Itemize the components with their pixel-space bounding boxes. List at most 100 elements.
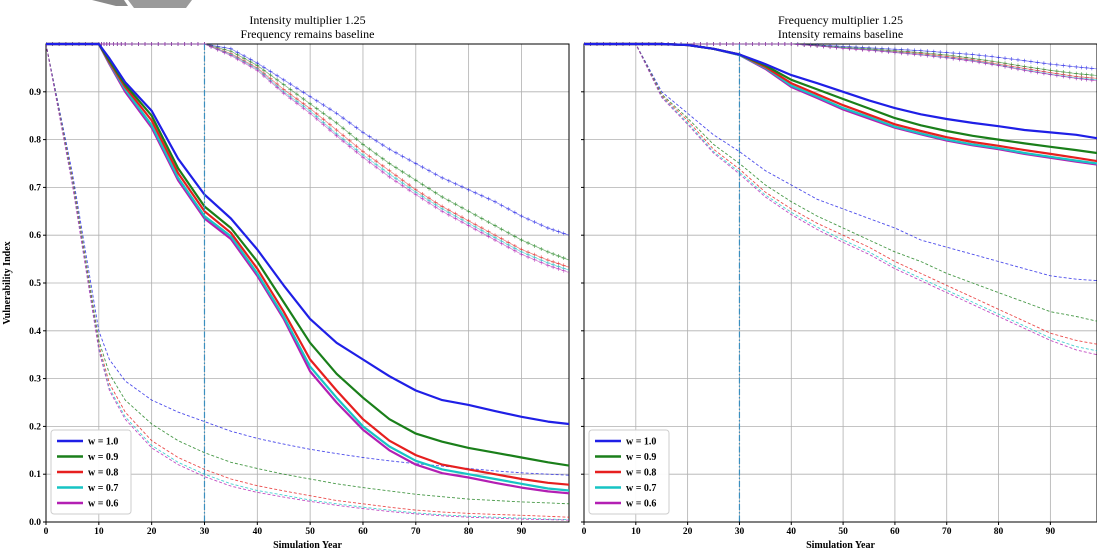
legend-box xyxy=(588,429,670,515)
plus-marker xyxy=(334,111,339,116)
y-tick-label: 0.0 xyxy=(29,518,41,528)
plus-marker xyxy=(964,52,969,57)
plus-marker xyxy=(479,193,484,198)
plus-marker xyxy=(918,52,923,57)
x-tick-label: 20 xyxy=(683,527,693,537)
legend-label: w = 0.9 xyxy=(88,452,118,463)
legend-label: w = 0.7 xyxy=(626,483,656,494)
plus-marker xyxy=(393,179,398,184)
plus-marker xyxy=(235,57,240,62)
plus-marker xyxy=(506,230,511,235)
plus-marker xyxy=(750,42,755,46)
plus-marker xyxy=(551,251,556,256)
plus-marker xyxy=(532,257,537,262)
plus-marker xyxy=(195,42,200,46)
plus-marker xyxy=(427,168,432,173)
plus-marker xyxy=(446,212,451,217)
plus-marker xyxy=(718,42,723,46)
plus-marker xyxy=(551,265,556,270)
plus-marker xyxy=(512,248,517,253)
plus-marker xyxy=(802,42,807,47)
plus-marker xyxy=(367,154,372,159)
y-tick-label: 0.5 xyxy=(29,279,41,289)
plus-marker xyxy=(532,243,537,248)
x-tick-label: 60 xyxy=(358,527,368,537)
plus-marker xyxy=(1022,68,1027,73)
plus-marker xyxy=(466,209,471,214)
plus-marker xyxy=(380,156,385,161)
plus-marker xyxy=(782,42,787,46)
plus-marker xyxy=(275,73,280,78)
dashed-series-line xyxy=(46,43,569,476)
plus-marker xyxy=(1084,65,1089,70)
plus-marker xyxy=(711,42,716,46)
plus-marker xyxy=(526,255,531,260)
plus-marker xyxy=(215,47,220,52)
dashed-series-line xyxy=(46,43,569,505)
plus-marker xyxy=(334,120,339,125)
plus-marker xyxy=(854,47,859,52)
x-tick-label: 80 xyxy=(464,527,474,537)
plus-marker xyxy=(828,45,833,50)
plus-marker xyxy=(899,51,904,56)
plus-marker xyxy=(466,187,471,192)
plus-marker xyxy=(879,49,884,54)
plus-series-line xyxy=(584,43,1097,79)
plus-marker xyxy=(321,102,326,107)
plus-marker xyxy=(400,169,405,174)
x-tick-label: 20 xyxy=(147,527,157,537)
plus-marker xyxy=(556,253,561,258)
plus-marker xyxy=(446,198,451,203)
plus-marker xyxy=(512,234,517,239)
plus-marker xyxy=(841,46,846,51)
plus-marker xyxy=(387,168,392,173)
plus-marker xyxy=(1089,66,1094,71)
plus-marker xyxy=(526,240,531,245)
y-tick-label: 0.9 xyxy=(29,88,41,98)
plus-marker xyxy=(400,154,405,159)
plus-marker xyxy=(1048,72,1053,77)
y-tick-label: 0.7 xyxy=(29,183,41,193)
plus-marker xyxy=(1028,59,1033,64)
plus-marker xyxy=(938,55,943,60)
x-tick-label: 70 xyxy=(942,527,952,537)
plus-marker xyxy=(506,206,511,211)
plus-marker xyxy=(367,147,372,152)
plus-marker xyxy=(526,217,531,222)
plus-marker xyxy=(512,210,517,215)
plus-marker xyxy=(556,266,561,271)
plus-marker xyxy=(288,82,293,87)
plus-marker xyxy=(886,50,891,55)
x-axis-label: Simulation Year xyxy=(273,540,342,551)
plus-marker xyxy=(1035,60,1040,65)
legend-label: w = 0.8 xyxy=(626,468,656,479)
plus-marker xyxy=(427,186,432,191)
x-tick-label: 10 xyxy=(631,527,641,537)
plus-marker xyxy=(473,227,478,232)
plus-marker xyxy=(847,46,852,51)
plus-marker xyxy=(281,77,286,82)
plus-marker xyxy=(944,55,949,60)
plus-marker xyxy=(433,172,438,177)
plus-marker xyxy=(545,249,550,254)
plus-marker xyxy=(354,125,359,130)
y-tick-label: 0.2 xyxy=(29,422,41,432)
plus-marker xyxy=(380,163,385,168)
plus-marker xyxy=(561,256,566,261)
plus-marker xyxy=(821,44,826,49)
y-tick-label: 0.8 xyxy=(29,136,41,146)
plus-marker xyxy=(1074,76,1079,81)
plus-marker xyxy=(308,111,313,116)
plus-series-line xyxy=(46,43,569,273)
plus-marker xyxy=(951,56,956,61)
plus-marker xyxy=(189,42,194,46)
y-tick-label: 0.1 xyxy=(29,470,41,480)
plus-marker xyxy=(990,62,995,67)
plus-marker xyxy=(1074,64,1079,69)
plus-marker xyxy=(493,199,498,204)
y-tick-label: 0.4 xyxy=(29,327,41,337)
plus-marker xyxy=(493,223,498,228)
dashed-series-line xyxy=(584,43,1097,322)
plus-marker xyxy=(698,42,703,46)
